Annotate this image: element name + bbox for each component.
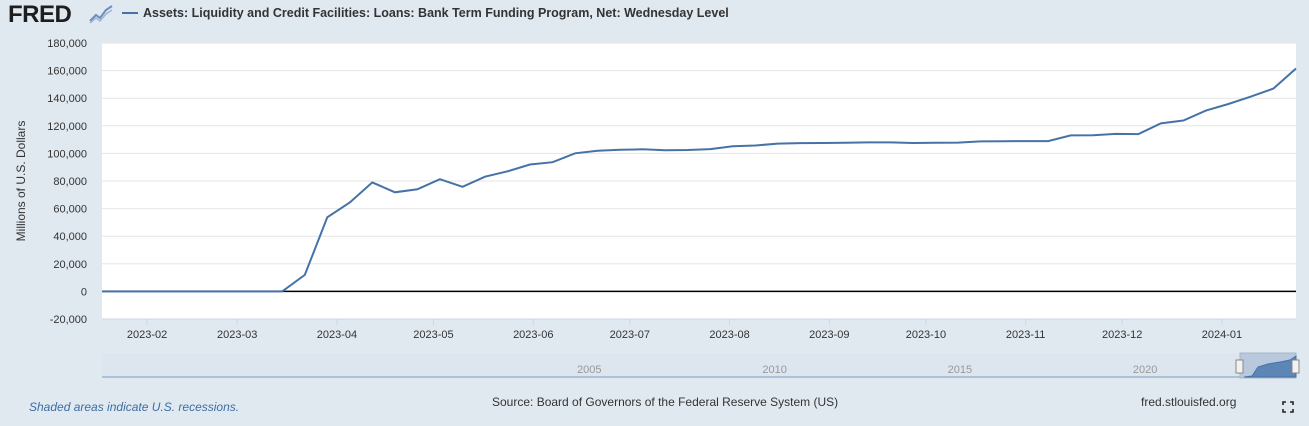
y-tick-label: 140,000 xyxy=(47,93,87,105)
x-tick-label: 2023-05 xyxy=(413,329,453,341)
series-line[interactable] xyxy=(102,67,1297,293)
y-tick-label: 80,000 xyxy=(53,176,87,188)
chart[interactable]: -20,000 0 20,000 40,000 60,000 80,000 100,000 1… xyxy=(0,0,1309,390)
x-tick-label: 2023-07 xyxy=(610,329,650,341)
recession-note: Shaded areas indicate U.S. recessions. xyxy=(29,400,240,414)
x-tick-label: 2023-11 xyxy=(1006,329,1046,341)
x-tick-label: 2023-09 xyxy=(809,329,849,341)
chart-line-icon xyxy=(89,4,113,24)
y-tick-label: 0 xyxy=(81,286,87,298)
navigator-year-label: 2005 xyxy=(577,364,601,376)
x-tick-label: 2023-12 xyxy=(1102,329,1142,341)
navigator-track xyxy=(102,353,1296,378)
x-axis: 2023-02 2023-03 2023-04 2023-05 2023-06 2023-… xyxy=(102,318,1296,341)
y-tick-label: 180,000 xyxy=(47,38,87,50)
navigator-year-label: 2015 xyxy=(948,364,972,376)
y-tick-label: 100,000 xyxy=(47,148,87,160)
chart-legend[interactable]: Assets: Liquidity and Credit Facilities:… xyxy=(122,6,729,20)
navigator-handle-right[interactable] xyxy=(1291,359,1300,374)
y-axis: -20,000 0 20,000 40,000 60,000 80,000 100,000 1… xyxy=(47,38,87,326)
legend-series-name: Assets: Liquidity and Credit Facilities:… xyxy=(143,6,729,20)
navigator-year-labels: 2005 2010 2015 2020 xyxy=(577,364,1157,376)
y-tick-label: 120,000 xyxy=(47,121,87,133)
y-tick-label: 40,000 xyxy=(53,231,87,243)
site-link[interactable]: fred.stlouisfed.org xyxy=(1141,395,1237,409)
y-tick-label: -20,000 xyxy=(50,314,87,326)
navigator-year-label: 2020 xyxy=(1133,364,1157,376)
navigator-year-label: 2010 xyxy=(762,364,786,376)
x-tick-label: 2023-08 xyxy=(709,329,749,341)
navigator-handle-left[interactable] xyxy=(1235,359,1244,374)
navigator[interactable]: 2005 2010 2015 2020 xyxy=(102,352,1300,379)
x-tick-label: 2024-01 xyxy=(1202,329,1242,341)
y-tick-label: 160,000 xyxy=(47,66,87,78)
y-tick-label: 20,000 xyxy=(53,259,87,271)
legend-swatch xyxy=(122,12,138,14)
x-tick-label: 2023-04 xyxy=(317,329,357,341)
fred-logo[interactable]: FRED xyxy=(8,1,72,28)
y-axis-label: Millions of U.S. Dollars xyxy=(14,121,28,242)
x-tick-label: 2023-06 xyxy=(513,329,553,341)
x-tick-label: 2023-03 xyxy=(217,329,257,341)
source-note: Source: Board of Governors of the Federa… xyxy=(492,395,839,409)
x-tick-label: 2023-02 xyxy=(127,329,167,341)
y-tick-label: 60,000 xyxy=(53,204,87,216)
expand-icon[interactable] xyxy=(1282,401,1294,413)
x-tick-label: 2023-10 xyxy=(906,329,946,341)
